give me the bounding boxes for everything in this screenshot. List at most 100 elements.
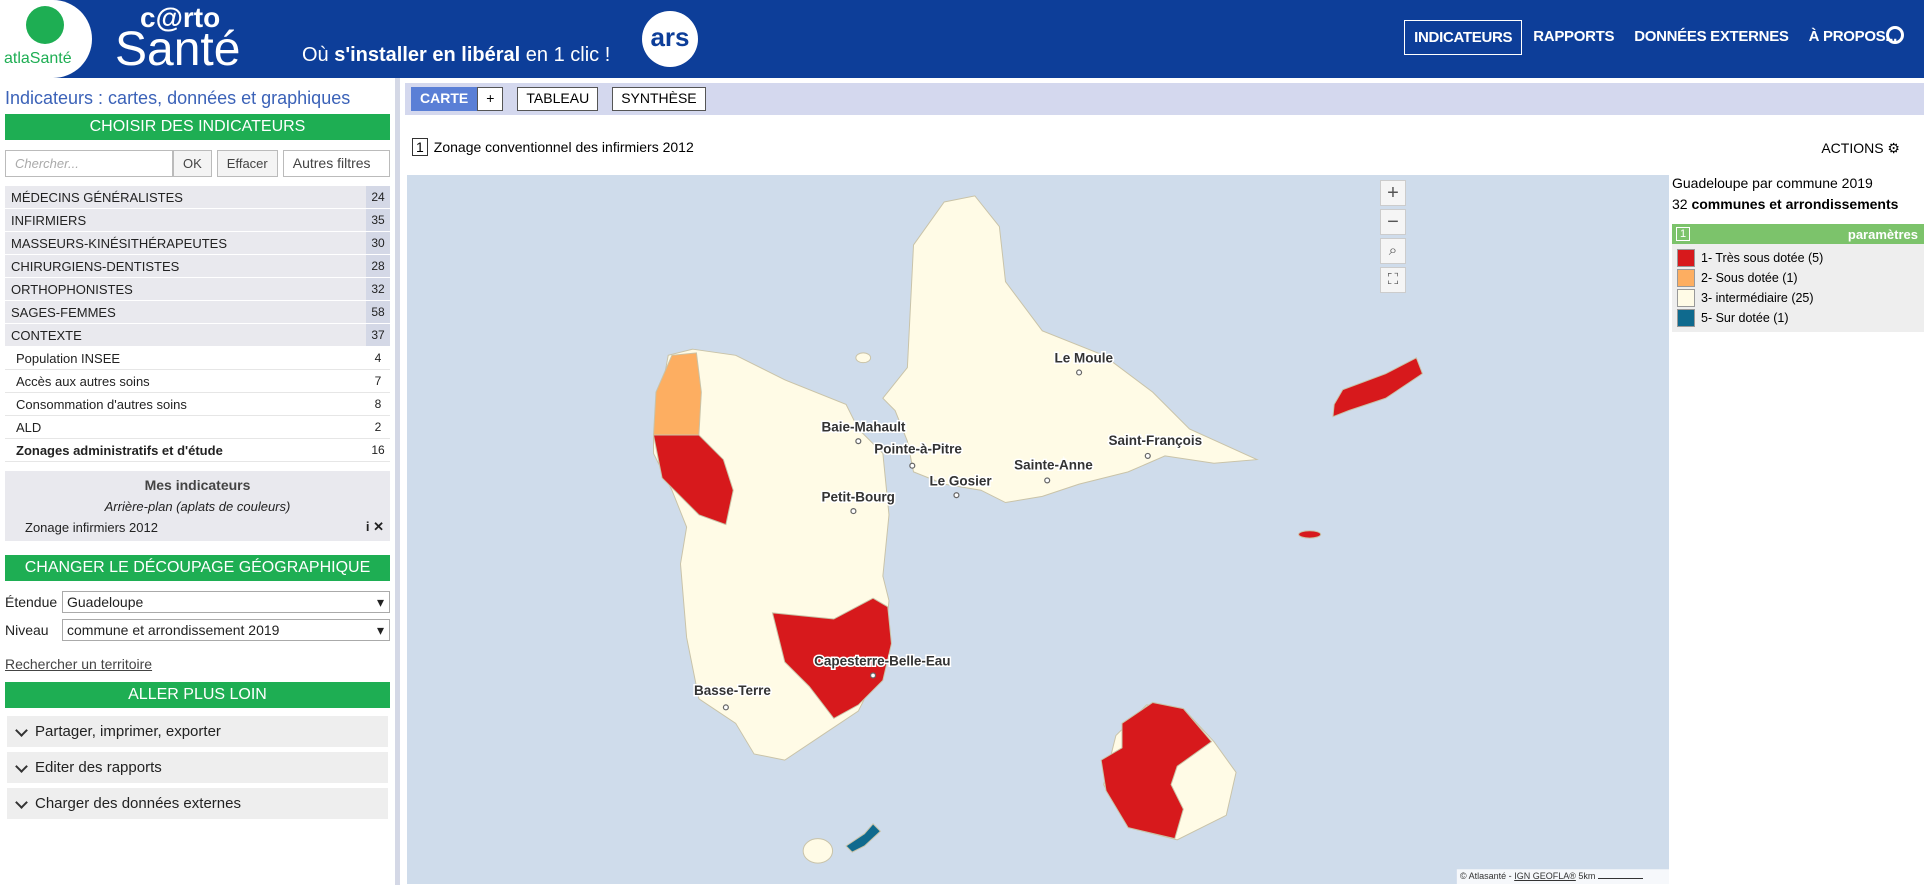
tab[interactable]: SYNTHÈSE	[612, 87, 706, 111]
map-heading: 1 Zonage conventionnel des infirmiers 20…	[412, 138, 694, 156]
map[interactable]: Le Moule Baie-Mahault Pointe-à-Pitre Sai…	[407, 175, 1669, 884]
attribution-text: © Atlasanté -	[1460, 871, 1512, 881]
tab[interactable]: +	[477, 87, 504, 111]
indicator-count: 16	[366, 439, 390, 461]
commune[interactable]	[652, 434, 734, 526]
tab[interactable]: CARTE	[411, 87, 478, 111]
brand-bottom: Santé	[115, 23, 241, 76]
attribution: © Atlasanté - IGN GEOFLA® 5km	[1460, 871, 1643, 881]
legend-item: 5- Sur dotée (1)	[1672, 308, 1924, 328]
actions[interactable]: ACTIONS ⚙	[1821, 140, 1900, 156]
indicator-row[interactable]: Consommation d'autres soins 8	[5, 393, 390, 416]
legend-params: paramètres	[1847, 226, 1918, 242]
legend-swatch	[1677, 249, 1695, 267]
indicator-item[interactable]: Zonage infirmiers 2012	[25, 520, 158, 535]
accordion[interactable]: Editer des rapports	[7, 752, 388, 783]
legend-title: Guadeloupe par commune 2019	[1672, 175, 1873, 191]
islet	[855, 352, 872, 364]
filters-button[interactable]: Autres filtres	[282, 150, 390, 177]
zoom-controls: + − ⌕ ⛶	[1380, 180, 1406, 296]
section-bar[interactable]: CHOISIR DES INDICATEURS	[5, 114, 390, 140]
nav-item[interactable]: DONNÉES EXTERNES	[1634, 28, 1789, 45]
user-icon[interactable]	[1886, 26, 1904, 44]
indicator-count: 2	[366, 416, 390, 438]
legend-label: 3- intermédiaire (25)	[1701, 291, 1814, 305]
attribution-link[interactable]: IGN GEOFLA®	[1514, 871, 1576, 881]
indicator-label: Population INSEE	[16, 351, 121, 366]
indicator-row[interactable]: Accès aux autres soins 7	[5, 370, 390, 393]
section-bar[interactable]: ALLER PLUS LOIN	[5, 682, 390, 708]
tagline-bold: s'installer en libéral	[334, 44, 521, 66]
indicator-row[interactable]: MASSEURS-KINÉSITHÉRAPEUTES 30	[5, 232, 390, 255]
legend-label: 5- Sur dotée (1)	[1701, 311, 1789, 325]
commune[interactable]	[1100, 701, 1213, 840]
place-label: Petit-Bourg	[822, 489, 895, 504]
attribution-bg	[1456, 869, 1669, 884]
indicator-row[interactable]: Population INSEE 4	[5, 347, 390, 370]
commune[interactable]	[845, 823, 882, 853]
tagline-pre: Où	[302, 44, 329, 66]
search-input[interactable]: Chercher...	[5, 150, 173, 177]
section-bar[interactable]: CHANGER LE DÉCOUPAGE GÉOGRAPHIQUE	[5, 555, 390, 581]
place-dots	[722, 369, 1151, 711]
accordion[interactable]: Partager, imprimer, exporter	[7, 716, 388, 747]
territory-link[interactable]: Rechercher un territoire	[5, 656, 153, 672]
brand-top: c@rto	[140, 2, 221, 33]
indicator-count: 37	[366, 324, 390, 346]
indicator-label: ALD	[16, 420, 42, 435]
indicator-row[interactable]: CHIRURGIENS-DENTISTES 28	[5, 255, 390, 278]
indicator-actions[interactable]: i ✕	[365, 519, 384, 534]
background-label: Arrière-plan (aplats de couleurs)	[104, 499, 291, 514]
nav-item[interactable]: À PROPOS...	[1808, 28, 1898, 45]
level-select[interactable]: commune et arrondissement 2019	[62, 619, 390, 641]
commune[interactable]	[802, 838, 834, 864]
place-label: Saint-François	[1109, 433, 1203, 448]
search-map[interactable]: ⌕	[1380, 238, 1406, 264]
legend-item: 1- Très sous dotée (5)	[1672, 248, 1924, 268]
place-label: Basse-Terre	[694, 683, 771, 698]
logo[interactable]: atlaSanté	[0, 0, 92, 78]
accordion[interactable]: Charger des données externes	[7, 788, 388, 819]
indicator-count: 28	[366, 255, 390, 277]
indicator-count: 8	[366, 393, 390, 415]
extent-select[interactable]: Guadeloupe	[62, 591, 390, 613]
legend-item: 2- Sous dotée (1)	[1672, 268, 1924, 288]
indicator-row[interactable]: Zonages administratifs et d'étude 16	[5, 439, 390, 462]
legend-swatch	[1677, 309, 1695, 327]
legend-swatch	[1677, 289, 1695, 307]
indicator-row[interactable]: SAGES-FEMMES 58	[5, 301, 390, 324]
indicator-row[interactable]: INFIRMIERS 35	[5, 209, 390, 232]
clear-button[interactable]: Effacer	[216, 150, 278, 177]
indicator-label: SAGES-FEMMES	[11, 305, 116, 320]
ok-button[interactable]: OK	[173, 150, 212, 177]
indicator-row[interactable]: ORTHOPHONISTES 32	[5, 278, 390, 301]
commune[interactable]	[1332, 357, 1424, 418]
map-index: 1	[412, 138, 428, 156]
place-label: Le Gosier	[929, 473, 992, 488]
further-list: Partager, imprimer, exporter Editer des r…	[5, 716, 390, 819]
indicator-label: Zonages administratifs et d'étude	[16, 443, 223, 458]
legend-bar[interactable]: 1 paramètres	[1672, 224, 1924, 244]
legend-items: 1- Très sous dotée (5) 2- Sous dotée (1) 3…	[1672, 244, 1924, 332]
logo-text: atlaSanté	[4, 50, 72, 67]
indicator-label: MASSEURS-KINÉSITHÉRAPEUTES	[11, 236, 227, 251]
legend: Guadeloupe par commune 2019 32 communes …	[1672, 175, 1924, 332]
logo-icon	[26, 6, 64, 44]
tab[interactable]: TABLEAU	[517, 87, 599, 111]
indicator-label: Accès aux autres soins	[16, 374, 150, 389]
indicator-label: CHIRURGIENS-DENTISTES	[11, 259, 180, 274]
indicator-row[interactable]: ALD 2	[5, 416, 390, 439]
place-label: Sainte-Anne	[1014, 457, 1093, 472]
nav-item[interactable]: RAPPORTS	[1533, 28, 1615, 45]
zoom-in[interactable]: +	[1380, 180, 1406, 206]
indicator-count: 24	[366, 186, 390, 208]
nav-item[interactable]: INDICATEURS	[1404, 20, 1523, 55]
fullscreen[interactable]: ⛶	[1380, 267, 1406, 293]
commune[interactable]	[771, 597, 892, 720]
place-label: Pointe-à-Pitre	[874, 441, 962, 456]
indicator-row[interactable]: CONTEXTE 37	[5, 324, 390, 347]
indicator-row[interactable]: MÉDECINS GÉNÉRALISTES 24	[5, 186, 390, 209]
commune[interactable]	[1298, 530, 1322, 539]
zoom-out[interactable]: −	[1380, 209, 1406, 235]
place-labels: Le Moule Baie-Mahault Pointe-à-Pitre Sai…	[692, 349, 1203, 699]
